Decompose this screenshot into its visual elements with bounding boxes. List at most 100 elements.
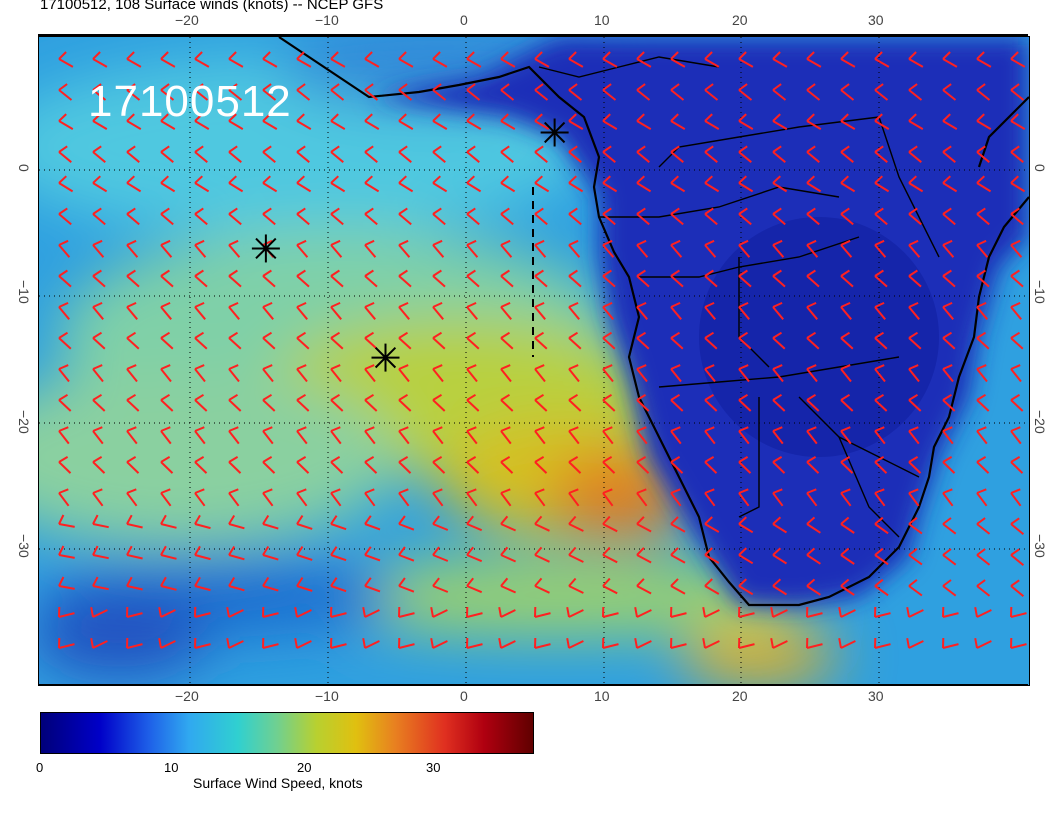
coastlines	[278, 37, 1029, 607]
wind-barb	[874, 516, 889, 535]
wind-barb	[466, 515, 483, 532]
wind-map-canvas	[39, 37, 1029, 685]
wind-barb	[976, 51, 992, 68]
wind-barb	[330, 239, 343, 258]
wind-barb	[160, 301, 172, 320]
wind-barb	[228, 269, 242, 288]
wind-barb	[432, 207, 446, 226]
wind-barb	[1010, 606, 1027, 618]
wind-barb	[942, 456, 956, 474]
wind-barb	[58, 83, 73, 101]
wind-barb	[874, 456, 888, 474]
wind-barb	[296, 456, 310, 474]
wind-barb	[296, 83, 311, 101]
wind-barb	[92, 426, 104, 445]
wind-barb	[160, 175, 176, 193]
wind-barb	[330, 331, 344, 350]
wind-barb	[806, 113, 822, 130]
wind-barb	[160, 331, 174, 350]
wind-barb	[126, 113, 142, 130]
wind-barb	[228, 301, 240, 320]
wind-barb	[738, 578, 754, 596]
wind-barb	[228, 364, 240, 383]
lat-tick-right-m30: −30	[1032, 534, 1048, 558]
wind-barb	[262, 51, 278, 68]
wind-barb	[874, 578, 889, 597]
wind-barb	[262, 456, 276, 474]
graticule	[39, 37, 1029, 685]
wind-barb	[432, 239, 445, 258]
wind-barb	[534, 145, 548, 163]
wind-barb	[58, 301, 70, 320]
wind-barb	[840, 239, 853, 258]
wind-barb	[874, 364, 886, 383]
lat-tick-right-m10: −10	[1032, 280, 1048, 304]
wind-barb	[704, 547, 720, 564]
wind-barb	[330, 269, 344, 288]
wind-barb	[772, 145, 786, 163]
wind-barb	[670, 547, 686, 564]
wind-barb	[296, 145, 310, 163]
wind-barb	[568, 239, 581, 258]
wind-barb	[772, 175, 788, 193]
wind-barb	[498, 607, 516, 618]
wind-barb	[840, 364, 852, 383]
wind-barb	[126, 364, 138, 383]
wind-barb	[430, 607, 448, 618]
wind-barb	[840, 393, 854, 412]
wind-barb	[636, 364, 648, 383]
wind-barb	[92, 331, 106, 350]
wind-barb	[738, 426, 750, 445]
wind-barb	[806, 393, 820, 412]
wind-barb	[160, 456, 174, 474]
wind-barb	[92, 301, 104, 320]
wind-barb	[92, 514, 109, 529]
wind-barb	[92, 576, 109, 591]
wind-barb	[942, 207, 956, 226]
wind-barb	[330, 393, 344, 412]
wind-barb	[296, 364, 308, 383]
wind-barb	[194, 269, 208, 288]
wind-barb	[158, 638, 176, 649]
wind-barb	[160, 514, 177, 529]
wind-barb	[704, 207, 718, 226]
wind-barb	[874, 239, 887, 258]
wind-barb	[908, 548, 923, 566]
wind-barb	[534, 269, 548, 288]
wind-barb	[738, 113, 754, 130]
wind-barb	[194, 456, 208, 474]
wind-barb	[432, 175, 448, 193]
wind-barb	[58, 145, 72, 163]
wind-barb	[362, 607, 380, 618]
wind-barb	[92, 545, 109, 560]
wind-barb	[362, 638, 380, 649]
wind-barb	[908, 301, 920, 320]
wind-barb	[228, 456, 242, 474]
wind-barb	[942, 488, 954, 507]
wind-barb	[398, 606, 415, 618]
wind-barb	[772, 83, 787, 101]
wind-barb	[874, 83, 889, 101]
wind-barb	[432, 577, 449, 593]
wind-barb	[58, 175, 74, 193]
wind-barb	[738, 175, 754, 193]
wind-barb	[568, 331, 582, 350]
wind-barb	[534, 456, 548, 474]
date-stamp: 17100512	[88, 77, 292, 126]
wind-barb	[398, 301, 410, 320]
wind-barb	[364, 239, 377, 258]
wind-barb	[806, 606, 823, 618]
wind-barb	[602, 577, 618, 595]
wind-barb	[942, 637, 959, 649]
wind-barb	[976, 301, 988, 320]
wind-barb	[500, 456, 514, 474]
wind-barb	[330, 364, 342, 383]
wind-barb	[840, 113, 856, 130]
map-title: 17100512, 108 Surface winds (knots) -- N…	[40, 0, 384, 13]
wind-barb	[498, 638, 516, 649]
wind-barb	[704, 364, 716, 383]
wind-barb	[364, 301, 376, 320]
wind-barb	[262, 301, 274, 320]
wind-barb	[942, 51, 958, 68]
wind-barb	[194, 576, 211, 592]
